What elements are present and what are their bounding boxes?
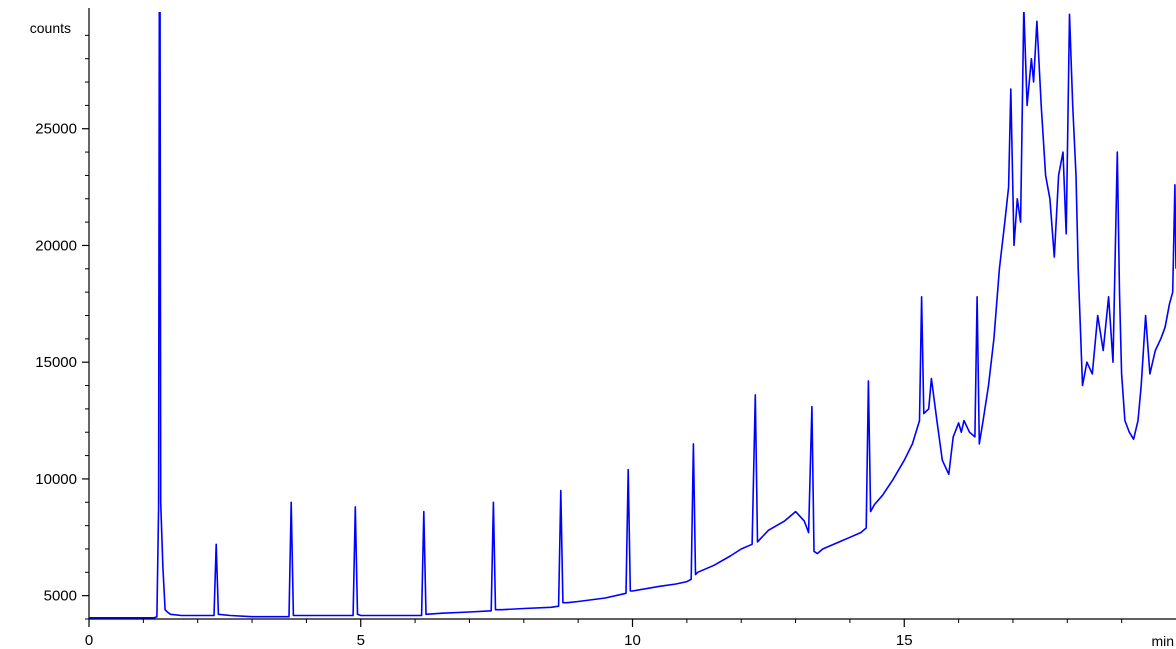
y-tick-label: 25000 xyxy=(35,121,77,138)
series-line xyxy=(89,12,1176,619)
x-tick-label: 0 xyxy=(85,632,93,649)
x-tick-label: 10 xyxy=(624,632,641,649)
axes xyxy=(88,8,1176,620)
plot-area xyxy=(89,12,1176,619)
y-minor-ticks xyxy=(85,34,89,620)
x-axis-label: min xyxy=(1151,633,1174,649)
y-axis-label: counts xyxy=(30,20,71,36)
y-tick-label: 20000 xyxy=(35,237,77,254)
x-minor-ticks xyxy=(142,619,1123,623)
x-tick-label: 15 xyxy=(896,632,913,649)
y-ticks: 5000 10000 15000 20000 25000 xyxy=(35,121,89,605)
y-tick-label: 10000 xyxy=(35,471,77,488)
x-ticks: 0 5 10 15 xyxy=(85,619,913,649)
x-tick-label: 5 xyxy=(357,632,365,649)
y-tick-label: 5000 xyxy=(44,588,77,605)
y-tick-label: 15000 xyxy=(35,354,77,371)
